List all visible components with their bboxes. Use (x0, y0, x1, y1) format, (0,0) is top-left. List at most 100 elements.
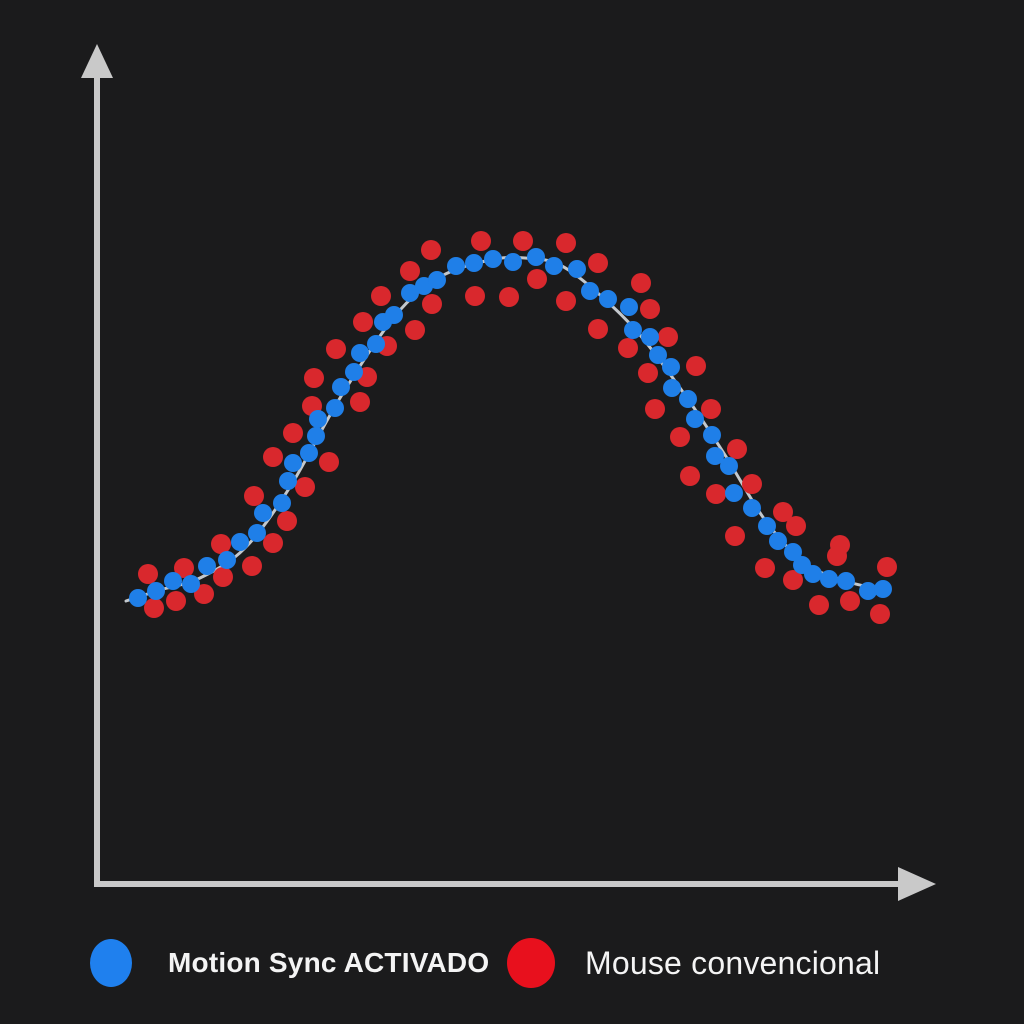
data-point-mouse-convencional (725, 526, 745, 546)
data-point-motion-sync (182, 575, 200, 593)
data-point-mouse-convencional (244, 486, 264, 506)
data-point-motion-sync (307, 427, 325, 445)
data-point-mouse-convencional (773, 502, 793, 522)
data-point-mouse-convencional (840, 591, 860, 611)
data-point-mouse-convencional (640, 299, 660, 319)
data-point-mouse-convencional (783, 570, 803, 590)
data-point-mouse-convencional (263, 447, 283, 467)
data-point-mouse-convencional (588, 253, 608, 273)
data-point-mouse-convencional (755, 558, 775, 578)
data-point-mouse-convencional (631, 273, 651, 293)
data-point-motion-sync (720, 457, 738, 475)
data-point-motion-sync (504, 253, 522, 271)
data-point-mouse-convencional (277, 511, 297, 531)
data-point-mouse-convencional (680, 466, 700, 486)
data-point-motion-sync (309, 410, 327, 428)
data-point-mouse-convencional (786, 516, 806, 536)
data-point-mouse-convencional (242, 556, 262, 576)
data-point-motion-sync (447, 257, 465, 275)
data-point-motion-sync (545, 257, 563, 275)
data-point-mouse-convencional (527, 269, 547, 289)
data-point-motion-sync (725, 484, 743, 502)
data-point-motion-sync (326, 399, 344, 417)
blue-series (129, 248, 892, 607)
data-point-motion-sync (706, 447, 724, 465)
data-point-motion-sync (624, 321, 642, 339)
data-point-mouse-convencional (809, 595, 829, 615)
data-point-motion-sync (254, 504, 272, 522)
data-point-motion-sync (641, 328, 659, 346)
data-point-mouse-convencional (618, 338, 638, 358)
data-point-motion-sync (859, 582, 877, 600)
data-point-mouse-convencional (263, 533, 283, 553)
data-point-motion-sync (804, 565, 822, 583)
data-point-mouse-convencional (371, 286, 391, 306)
data-point-motion-sync (874, 580, 892, 598)
data-point-mouse-convencional (350, 392, 370, 412)
data-point-motion-sync (345, 363, 363, 381)
legend-dot-red (507, 938, 555, 988)
legend-label-mouse: Mouse convencional (585, 944, 881, 981)
data-point-motion-sync (743, 499, 761, 517)
y-axis (81, 44, 113, 886)
data-point-mouse-convencional (658, 327, 678, 347)
legend-item-motion-sync: Motion Sync ACTIVADO (90, 930, 489, 996)
data-point-motion-sync (784, 543, 802, 561)
x-axis-arrowhead (898, 867, 936, 901)
data-point-mouse-convencional (556, 233, 576, 253)
data-point-mouse-convencional (295, 477, 315, 497)
data-point-mouse-convencional (465, 286, 485, 306)
legend: Motion Sync ACTIVADO Mouse convencional (0, 930, 1024, 996)
data-point-motion-sync (649, 346, 667, 364)
data-point-mouse-convencional (326, 339, 346, 359)
data-point-mouse-convencional (827, 546, 847, 566)
data-point-mouse-convencional (174, 558, 194, 578)
data-point-motion-sync (401, 284, 419, 302)
data-point-mouse-convencional (686, 356, 706, 376)
data-point-mouse-convencional (144, 598, 164, 618)
data-point-mouse-convencional (213, 567, 233, 587)
data-point-motion-sync (332, 378, 350, 396)
data-point-mouse-convencional (499, 287, 519, 307)
data-point-mouse-convencional (138, 564, 158, 584)
data-point-mouse-convencional (870, 604, 890, 624)
data-point-mouse-convencional (513, 231, 533, 251)
data-point-mouse-convencional (405, 320, 425, 340)
data-point-motion-sync (686, 410, 704, 428)
data-point-mouse-convencional (638, 363, 658, 383)
data-point-motion-sync (769, 532, 787, 550)
data-point-motion-sync (385, 306, 403, 324)
data-point-motion-sync (248, 524, 266, 542)
data-point-motion-sync (568, 260, 586, 278)
data-point-motion-sync (198, 557, 216, 575)
data-point-motion-sync (679, 390, 697, 408)
data-point-motion-sync (218, 551, 236, 569)
data-point-mouse-convencional (304, 368, 324, 388)
red-series (138, 231, 897, 624)
data-point-mouse-convencional (471, 231, 491, 251)
data-point-mouse-convencional (742, 474, 762, 494)
data-point-mouse-convencional (706, 484, 726, 504)
data-point-mouse-convencional (701, 399, 721, 419)
data-point-motion-sync (620, 298, 638, 316)
legend-dot-blue (90, 939, 132, 987)
x-axis (94, 867, 936, 901)
data-point-motion-sync (164, 572, 182, 590)
data-point-mouse-convencional (556, 291, 576, 311)
data-point-motion-sync (527, 248, 545, 266)
data-point-motion-sync (662, 358, 680, 376)
data-point-motion-sync (837, 572, 855, 590)
data-point-mouse-convencional (588, 319, 608, 339)
data-point-motion-sync (599, 290, 617, 308)
data-point-motion-sync (351, 344, 369, 362)
data-point-mouse-convencional (166, 591, 186, 611)
data-point-motion-sync (231, 533, 249, 551)
data-point-motion-sync (465, 254, 483, 272)
data-point-motion-sync (663, 379, 681, 397)
data-point-mouse-convencional (421, 240, 441, 260)
data-point-motion-sync (428, 271, 446, 289)
data-point-mouse-convencional (727, 439, 747, 459)
data-point-motion-sync (284, 454, 302, 472)
legend-label-motion-sync: Motion Sync ACTIVADO (168, 947, 490, 978)
